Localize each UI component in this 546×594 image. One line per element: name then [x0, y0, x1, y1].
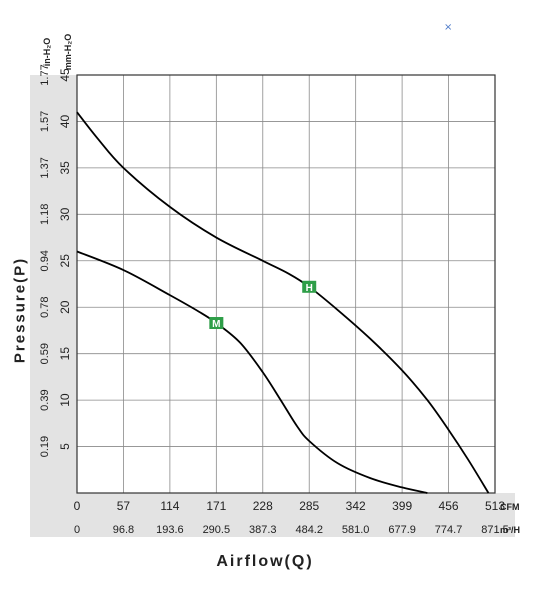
- x-tick-label-cfm: 456: [439, 499, 459, 513]
- y-axis-title: Pressure(P): [11, 256, 29, 364]
- y-unit-inh2o: in-H₂O: [42, 38, 52, 67]
- x-tick-label-m3h: 0: [74, 524, 80, 536]
- x-tick-label-cfm: 285: [299, 499, 319, 513]
- plot-area: [77, 75, 495, 493]
- y-tick-label-inh2o: 0.59: [39, 343, 51, 364]
- x-tick-label-cfm: 399: [392, 499, 412, 513]
- y-tick-label-inh2o: 0.78: [39, 297, 51, 318]
- y-tick-label-inh2o: 0.39: [39, 389, 51, 410]
- y-axis-band: [30, 75, 77, 495]
- x-tick-label-m3h: 193.6: [156, 524, 184, 536]
- close-icon[interactable]: ×: [444, 22, 453, 33]
- marker-label-m: M: [212, 319, 220, 330]
- y-tick-label-inh2o: 1.18: [39, 204, 51, 225]
- curve-m: [76, 250, 428, 494]
- x-axis-title: Airflow(Q): [216, 553, 314, 570]
- y-tick-label-inh2o: 1.77: [39, 64, 51, 85]
- marker-m: [209, 317, 224, 330]
- y-tick-label-inh2o: 1.57: [39, 111, 51, 132]
- x-tick-label-cfm: 513: [485, 499, 505, 513]
- plot-frame: [76, 74, 496, 494]
- y-tick-label-inh2o: 0.19: [39, 436, 51, 457]
- x-tick-label-cfm: 114: [160, 499, 179, 513]
- y-tick-label-mmh2o: 20: [58, 300, 72, 314]
- x-unit-cfm: CFM: [500, 502, 520, 512]
- x-tick-label-cfm: 228: [253, 499, 273, 513]
- y-tick-label-mmh2o: 10: [58, 393, 72, 407]
- marker-label-h: H: [306, 283, 313, 294]
- x-tick-label-m3h: 871.5: [481, 524, 509, 536]
- y-tick-label-mmh2o: 40: [58, 114, 72, 128]
- x-tick-label-cfm: 342: [346, 499, 366, 513]
- x-tick-label-m3h: 774.7: [435, 524, 463, 536]
- x-axis-band: [30, 493, 515, 537]
- y-tick-label-mmh2o: 15: [58, 347, 72, 361]
- y-tick-label-inh2o: 0.94: [39, 250, 51, 271]
- x-tick-label-m3h: 96.8: [113, 524, 134, 536]
- x-tick-label-m3h: 581.0: [342, 524, 370, 536]
- x-tick-label-m3h: 387.3: [249, 524, 277, 536]
- y-tick-label-inh2o: 1.37: [39, 157, 51, 178]
- x-tick-label-cfm: 0: [74, 499, 81, 513]
- x-tick-label-cfm: 171: [206, 499, 226, 513]
- x-tick-label-cfm: 57: [117, 499, 131, 513]
- y-tick-label-mmh2o: 35: [58, 161, 72, 175]
- y-tick-label-mmh2o: 5: [58, 443, 72, 450]
- marker-h: [302, 280, 317, 293]
- x-tick-label-m3h: 484.2: [295, 524, 323, 536]
- x-unit-m3h: m³/H: [500, 525, 520, 535]
- y-tick-label-mmh2o: 30: [58, 207, 72, 221]
- x-tick-label-m3h: 677.9: [388, 524, 416, 536]
- x-tick-label-m3h: 290.5: [203, 524, 231, 536]
- y-tick-label-mmh2o: 45: [58, 68, 72, 82]
- y-tick-label-mmh2o: 25: [58, 254, 72, 268]
- y-unit-mmh2o: mm-H₂O: [63, 34, 73, 71]
